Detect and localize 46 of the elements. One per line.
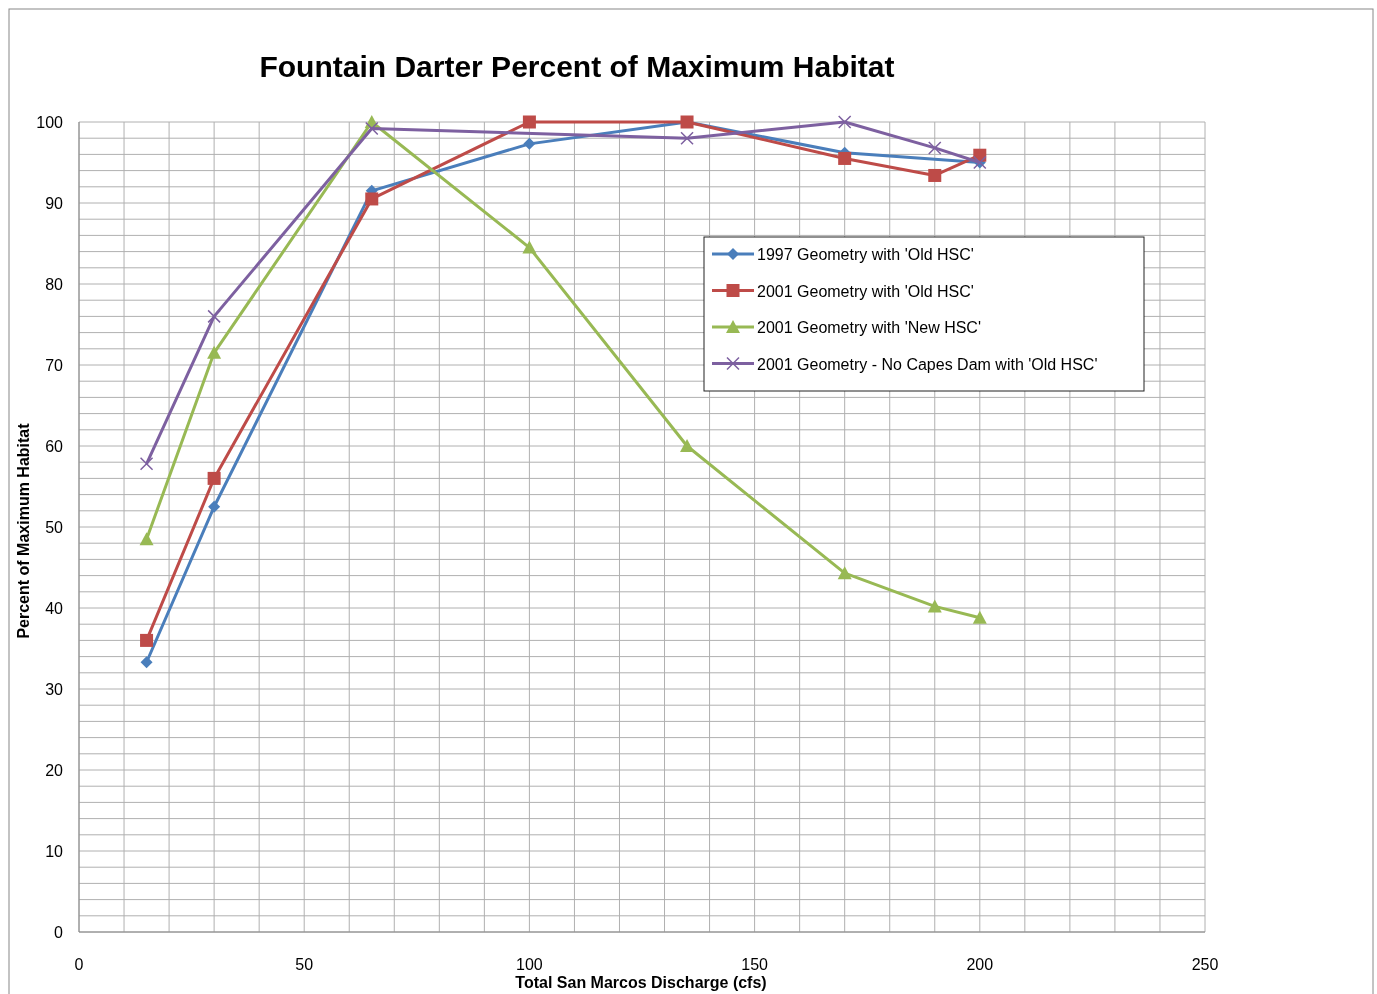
legend-label: 2001 Geometry - No Capes Dam with 'Old HSC' <box>757 355 1098 373</box>
y-tick-label: 30 <box>45 681 64 698</box>
legend-label: 2001 Geometry with 'Old HSC' <box>757 282 974 300</box>
point <box>680 131 694 145</box>
y-tick-label: 10 <box>45 843 64 860</box>
point <box>838 151 852 165</box>
y-tick-label: 70 <box>45 357 64 374</box>
x-tick-label: 200 <box>966 956 994 973</box>
point <box>522 115 536 129</box>
y-axis-title: Percent of Maximum Habitat <box>15 422 32 639</box>
point <box>365 121 379 136</box>
point <box>207 471 221 485</box>
x-tick-label: 250 <box>1191 956 1219 973</box>
point <box>680 439 695 452</box>
point <box>140 656 153 669</box>
legend-label: 1997 Geometry with 'Old HSC' <box>757 246 974 263</box>
point <box>928 168 942 182</box>
x-tick-label: 0 <box>74 956 84 973</box>
point <box>523 137 536 150</box>
y-tick-label: 90 <box>45 195 64 212</box>
point <box>928 141 942 155</box>
x-tick-label: 50 <box>295 956 314 973</box>
point <box>972 610 987 624</box>
point <box>208 500 221 513</box>
point <box>927 599 942 613</box>
point <box>207 309 221 324</box>
point <box>207 345 222 359</box>
y-tick-label: 80 <box>45 276 64 293</box>
point <box>837 566 852 580</box>
y-tick-label: 100 <box>36 114 64 131</box>
legend-label: 2001 Geometry with 'New HSC' <box>757 319 981 336</box>
point <box>837 115 852 129</box>
y-tick-label: 40 <box>45 600 64 617</box>
x-tick-label: 100 <box>516 956 543 973</box>
y-tick-label: 60 <box>45 438 64 455</box>
point <box>140 633 154 647</box>
y-tick-label: 20 <box>45 762 64 779</box>
point <box>365 192 379 206</box>
chart-title: Fountain Darter Percent of Maximum Habitat <box>259 50 895 83</box>
point <box>139 532 154 546</box>
point <box>139 457 154 471</box>
y-tick-label: 50 <box>45 519 64 536</box>
point <box>522 240 537 254</box>
x-tick-label: 150 <box>741 956 769 973</box>
x-axis-title: Total San Marcos Discharge (cfs) <box>515 974 767 991</box>
y-tick-label: 0 <box>54 924 64 941</box>
